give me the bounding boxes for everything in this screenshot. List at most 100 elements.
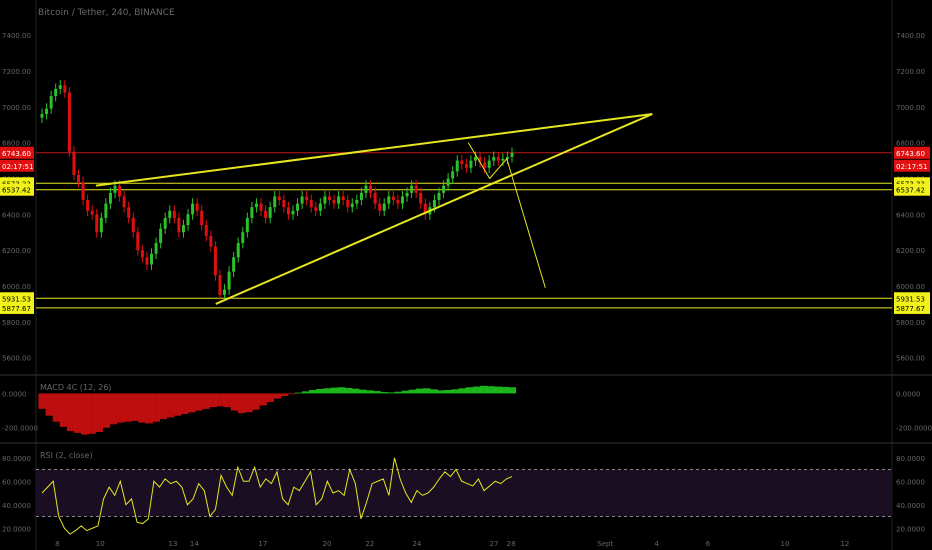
candle-body — [483, 162, 487, 168]
candle-body — [223, 289, 227, 295]
candle-body — [259, 203, 263, 211]
candle-body — [432, 200, 436, 208]
candle-body — [277, 196, 281, 200]
candle-body — [382, 203, 386, 211]
candle-body — [140, 250, 144, 258]
candle-body — [496, 157, 500, 161]
macd-bar — [309, 390, 317, 394]
candle-body — [369, 185, 373, 193]
candle-body — [337, 196, 341, 204]
macd-tick-left: -200.0000 — [2, 425, 38, 433]
wedge-trendline — [95, 113, 653, 187]
macd-bar — [216, 393, 225, 407]
macd-bar — [394, 391, 403, 394]
macd-bar — [380, 392, 388, 394]
y-tick-label-left: 6400.00 — [2, 211, 31, 219]
macd-bar — [472, 386, 481, 394]
candle-body — [113, 185, 117, 193]
candle-body — [163, 217, 167, 229]
price-label-box — [0, 292, 34, 305]
price-label-right: 5877.67 — [896, 305, 925, 313]
candle-body — [49, 96, 53, 109]
macd-bar — [294, 392, 303, 394]
macd-bar — [415, 388, 424, 394]
candle-body — [350, 203, 354, 208]
price-label-right: 6743.60 — [896, 150, 925, 158]
candle-body — [250, 207, 254, 218]
price-label-box — [894, 183, 930, 196]
candle-body — [268, 207, 272, 218]
x-tick-label: 13 — [168, 540, 177, 548]
candle-body — [195, 203, 199, 211]
macd-bar — [373, 391, 381, 394]
y-tick-label-left: 6200.00 — [2, 247, 31, 255]
macd-bar — [202, 393, 210, 409]
candle-body — [423, 203, 427, 215]
candle-body — [154, 243, 158, 254]
candle-body — [159, 228, 163, 243]
candle-body — [405, 192, 409, 197]
candle-body — [355, 200, 359, 204]
macd-bar — [465, 387, 474, 394]
candle-body — [200, 210, 204, 226]
candle-body — [455, 160, 459, 172]
y-tick-label-right: 6000.00 — [896, 283, 925, 291]
macd-bar — [45, 393, 54, 416]
price-label-box — [0, 159, 34, 172]
candle-body — [86, 200, 90, 211]
macd-bar — [173, 393, 182, 416]
candle-body — [505, 157, 509, 159]
macd-title: MACD 4C (12, 26) — [40, 383, 111, 392]
candle-body — [305, 196, 309, 200]
rsi-tick-right: 60.0000 — [896, 478, 925, 486]
candle-body — [400, 196, 404, 204]
macd-bar — [230, 393, 239, 411]
macd-bar — [451, 389, 460, 394]
candle-body — [58, 85, 62, 89]
candle-body — [286, 207, 290, 215]
macd-bar — [266, 393, 274, 402]
candle-body — [378, 203, 382, 211]
candle-body — [464, 164, 468, 168]
x-tick-label: 20 — [323, 540, 332, 548]
macd-bar — [344, 387, 353, 394]
rsi-title: RSI (2, close) — [40, 451, 93, 460]
candle-body — [186, 214, 190, 226]
macd-tick-right: -200.0000 — [896, 425, 932, 433]
x-tick-label: 4 — [654, 540, 659, 548]
candle-body — [492, 157, 496, 161]
macd-bar — [223, 393, 232, 408]
rsi-tick-left: 80.0000 — [2, 455, 31, 463]
macd-bar — [166, 393, 175, 418]
y-tick-label-right: 7000.00 — [896, 104, 925, 112]
macd-bar — [351, 388, 360, 394]
price-label-box — [894, 301, 930, 314]
candle-body — [172, 210, 176, 218]
y-tick-label-left: 6800.00 — [2, 140, 31, 148]
rsi-tick-right: 80.0000 — [896, 455, 925, 463]
price-label-left: 6743.60 — [2, 150, 31, 158]
macd-bar — [159, 393, 168, 420]
price-label-box — [894, 292, 930, 305]
candle-body — [191, 203, 195, 215]
macd-bar — [323, 388, 331, 394]
macd-bar — [131, 393, 139, 421]
macd-bar — [366, 390, 374, 394]
candle-body — [254, 203, 258, 208]
macd-bar — [66, 393, 75, 432]
macd-bar — [195, 393, 203, 411]
candle-body — [451, 171, 455, 179]
candle-body — [90, 210, 94, 215]
rsi-tick-left: 20.0000 — [2, 525, 31, 533]
macd-bar — [109, 393, 118, 425]
candle-body — [309, 200, 313, 208]
candle-body — [282, 200, 286, 208]
y-tick-label-right: 6800.00 — [896, 140, 925, 148]
macd-bar — [38, 393, 47, 409]
macd-bar — [95, 393, 104, 432]
price-label-box — [894, 159, 930, 172]
macd-bar — [74, 393, 82, 433]
macd-bar — [102, 393, 111, 428]
macd-bar — [408, 389, 417, 394]
